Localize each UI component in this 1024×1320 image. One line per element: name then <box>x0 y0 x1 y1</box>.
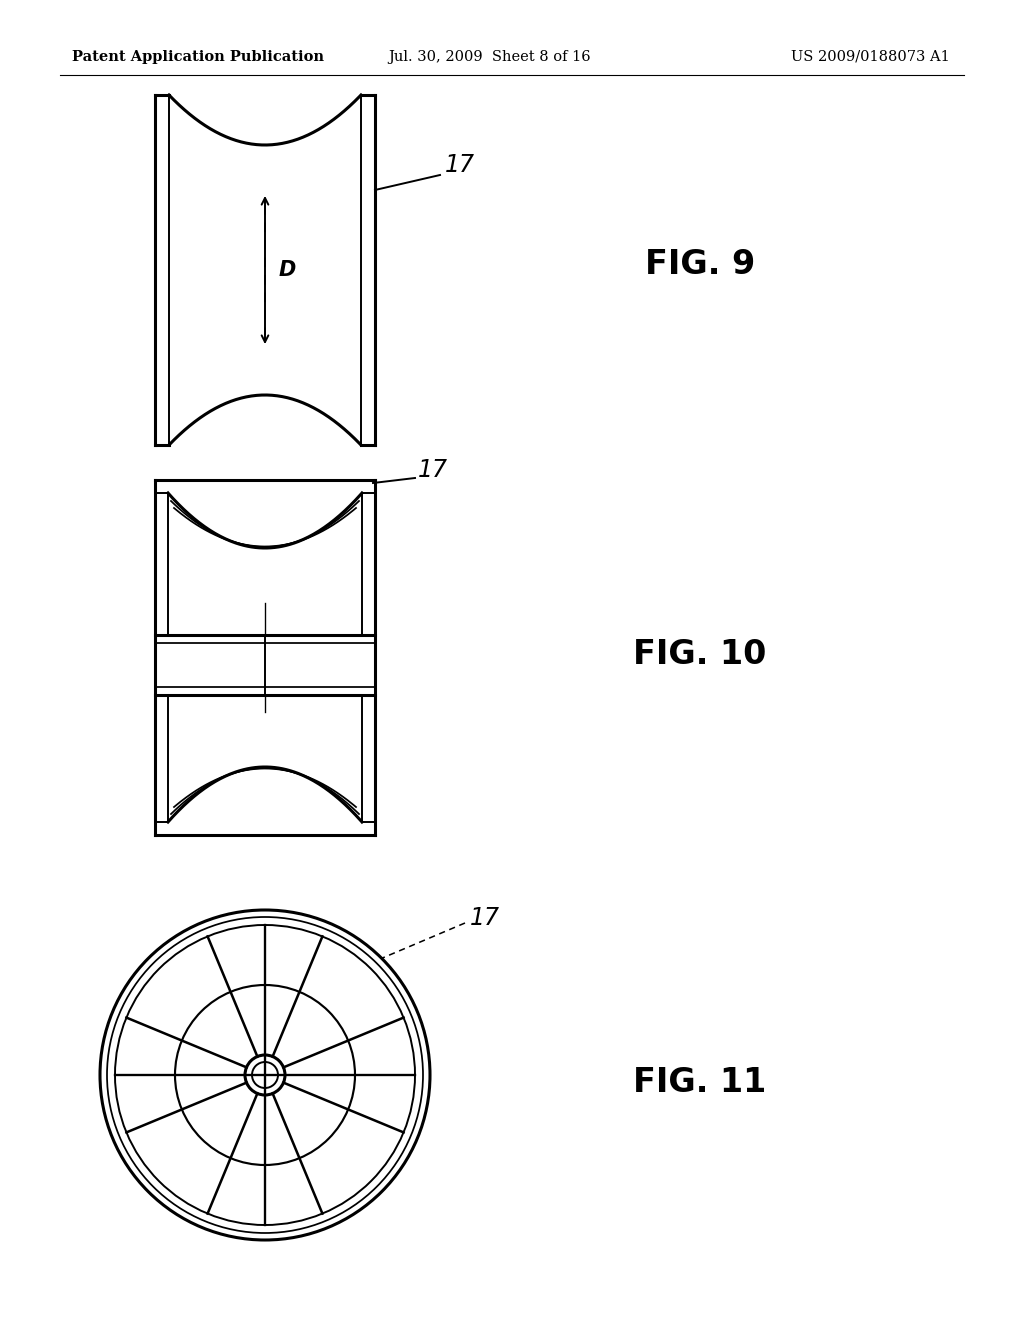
Text: 17: 17 <box>445 153 475 177</box>
Text: 17: 17 <box>470 906 500 931</box>
Text: Jul. 30, 2009  Sheet 8 of 16: Jul. 30, 2009 Sheet 8 of 16 <box>389 50 591 63</box>
Text: D: D <box>279 260 296 280</box>
Text: Patent Application Publication: Patent Application Publication <box>72 50 324 63</box>
Text: US 2009/0188073 A1: US 2009/0188073 A1 <box>792 50 950 63</box>
Text: FIG. 9: FIG. 9 <box>645 248 755 281</box>
Text: 17: 17 <box>418 458 449 482</box>
Text: FIG. 10: FIG. 10 <box>633 639 767 672</box>
Text: FIG. 11: FIG. 11 <box>634 1067 767 1100</box>
